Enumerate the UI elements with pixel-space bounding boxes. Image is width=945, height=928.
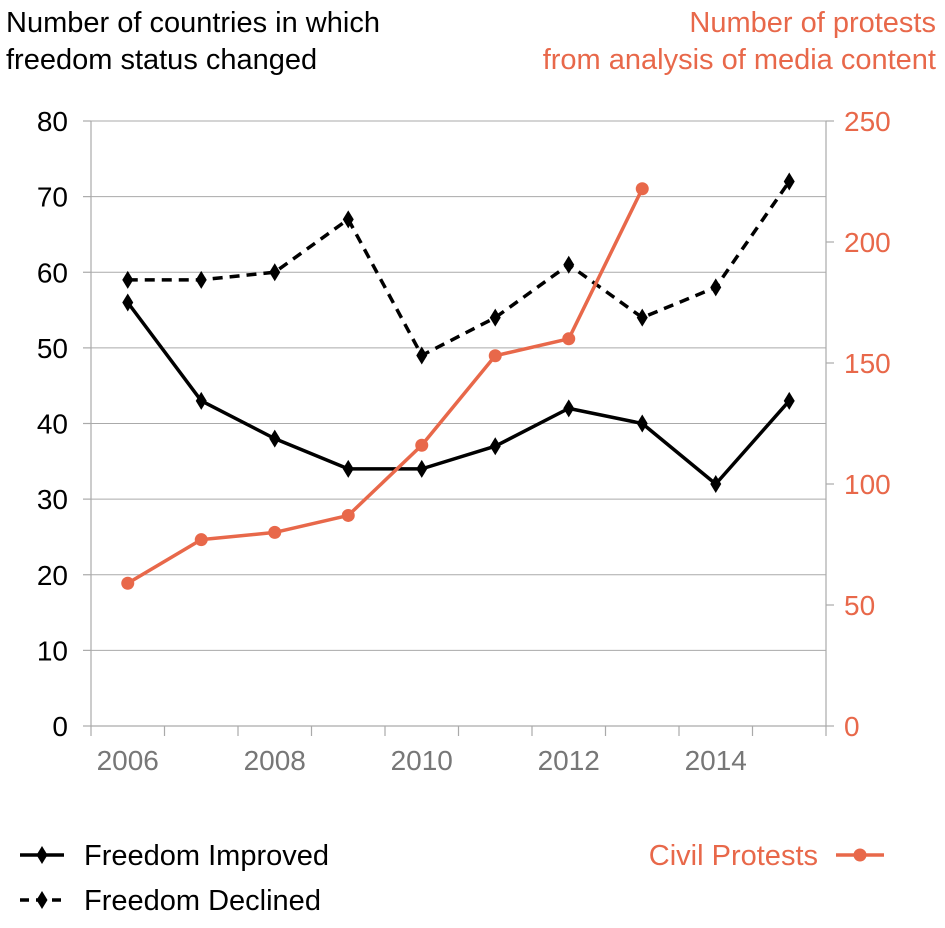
legend-marker: [36, 846, 48, 864]
series-line-civil-protests: [126, 187, 644, 585]
legend-marker: [36, 891, 48, 909]
series-line-freedom-declined: [127, 180, 791, 358]
right-axis-title: Number of protests: [689, 7, 936, 39]
data-point: [783, 391, 795, 410]
x-tick-label: 2006: [97, 745, 159, 776]
series-freedom-declined: [122, 172, 795, 365]
data-point: [635, 182, 649, 196]
left-tick-label: 0: [52, 711, 68, 742]
grid: [91, 120, 826, 651]
legend-label: Civil Protests: [649, 840, 818, 872]
data-point: [342, 210, 354, 229]
series-layer: [121, 172, 795, 590]
data-point: [415, 438, 429, 452]
data-point: [195, 391, 207, 410]
data-point: [122, 270, 134, 289]
x-tick-label: 2012: [538, 745, 600, 776]
left-axis-title: freedom status changed: [6, 44, 317, 76]
left-tick-label: 60: [37, 257, 68, 288]
left-tick-label: 70: [37, 182, 68, 213]
left-tick-label: 10: [37, 635, 68, 666]
data-point: [783, 172, 795, 191]
data-point: [122, 293, 134, 312]
data-point: [269, 263, 281, 282]
data-point: [710, 475, 722, 493]
data-point: [269, 429, 281, 448]
x-tick-label: 2010: [391, 745, 453, 776]
axes: 0 10 20 30 40 50 60 70 80 0 50 100 150 200 250 2006 2008…: [37, 106, 891, 776]
legend-label: Freedom Declined: [84, 885, 321, 917]
right-tick-label: 100: [844, 469, 891, 500]
legend-label: Freedom Improved: [84, 840, 329, 872]
data-point: [489, 437, 501, 456]
series-civil-protests: [121, 182, 649, 590]
data-point: [416, 346, 428, 365]
data-point: [563, 255, 575, 274]
data-point: [562, 332, 576, 346]
data-point: [636, 308, 648, 327]
left-tick-label: 20: [37, 560, 68, 591]
data-point: [710, 278, 722, 297]
data-point: [489, 308, 501, 327]
series-freedom-improved: [122, 293, 795, 493]
legend-item: Freedom Declined: [20, 885, 321, 917]
left-tick-label: 40: [37, 409, 68, 440]
right-tick-label: 200: [844, 227, 891, 258]
data-point: [121, 576, 135, 590]
legend-item: Civil Protests: [649, 840, 884, 872]
legend-marker: [853, 848, 867, 862]
data-point: [563, 399, 575, 418]
right-tick-label: 150: [844, 348, 891, 379]
data-point: [636, 414, 648, 433]
left-tick-label: 50: [37, 333, 68, 364]
axis-titles: Number of countries in which freedom stat…: [6, 7, 936, 76]
left-axis-title: Number of countries in which: [6, 7, 380, 39]
left-tick-label: 30: [37, 484, 68, 515]
data-point: [341, 508, 355, 522]
legend: Freedom Improved Freedom Declined Civil Pr…: [20, 840, 884, 917]
legend-item: Freedom Improved: [20, 840, 329, 872]
data-point: [268, 525, 282, 539]
data-point: [195, 270, 207, 289]
x-tick-label: 2008: [244, 745, 306, 776]
x-tick-label: 2014: [685, 745, 747, 776]
right-tick-label: 50: [844, 590, 875, 621]
data-point: [194, 533, 208, 547]
right-tick-label: 250: [844, 106, 891, 137]
series-line-freedom-improved: [126, 301, 791, 486]
data-point: [342, 459, 354, 478]
right-axis-title: from analysis of media content: [543, 44, 936, 76]
data-point: [488, 349, 502, 363]
data-point: [416, 459, 428, 478]
left-tick-label: 80: [37, 106, 68, 137]
right-tick-label: 0: [844, 711, 860, 742]
